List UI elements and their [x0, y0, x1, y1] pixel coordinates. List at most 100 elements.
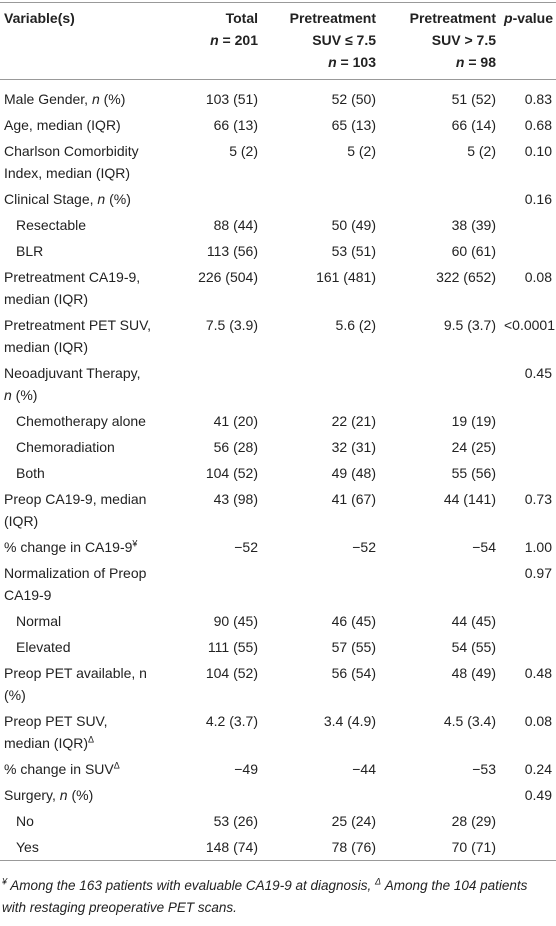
table-row: % change in SUVΔ −49 −44 −53 0.24: [0, 756, 556, 782]
header-line: n = 201: [210, 32, 258, 48]
table-cell: 113 (56): [206, 243, 258, 259]
label-line: Preop PET available, n: [4, 665, 147, 681]
row-label: Pretreatment CA19-9, median (IQR): [0, 264, 190, 312]
table-cell: [190, 782, 262, 808]
label-line: median (IQR): [4, 339, 89, 355]
table-cell: 41 (67): [331, 491, 376, 507]
table-row: Both 104 (52) 49 (48) 55 (56): [0, 460, 556, 486]
column-header: Variable(s): [0, 3, 190, 80]
label-line: Both: [16, 465, 45, 481]
label-line: (IQR): [4, 513, 39, 529]
table-cell: [380, 560, 500, 608]
row-label: % change in SUVΔ: [0, 756, 190, 782]
table-row: Preop PET available, n (%) 104 (52) 56 (54)…: [0, 660, 556, 708]
row-label: Resectable: [0, 212, 190, 238]
table-cell: 43 (98): [213, 491, 258, 507]
table-cell: 78 (76): [331, 839, 376, 855]
table-cell: 24 (25): [451, 439, 496, 455]
table-cell: [380, 360, 500, 408]
table-cell: [500, 608, 556, 634]
row-label: Age, median (IQR): [0, 112, 190, 138]
table-cell: 0.08: [524, 269, 552, 285]
table-cell: 0.73: [524, 491, 552, 507]
table-header: Variable(s) Total n = 201 Pretreatment SUV ≤…: [0, 2, 556, 80]
label-line: Neoadjuvant Therapy,: [4, 365, 141, 381]
table-cell: 0.45: [524, 365, 552, 381]
table-cell: <0.0001: [504, 317, 555, 333]
label-line: BLR: [16, 243, 44, 259]
column-header: Total n = 201: [190, 3, 262, 80]
row-label: Chemotherapy alone: [0, 408, 190, 434]
table-cell: 148 (74): [205, 839, 258, 855]
row-label: % change in CA19-9¥: [0, 534, 190, 560]
label-line: Elevated: [16, 639, 71, 655]
table-cell: [500, 634, 556, 660]
table-cell: 70 (71): [451, 839, 496, 855]
table-cell: 50 (49): [331, 217, 376, 233]
table-cell: 0.08: [524, 713, 552, 729]
table-cell: 44 (45): [451, 613, 496, 629]
table-cell: [190, 560, 262, 608]
table-cell: 5.6 (2): [335, 317, 376, 333]
row-label: Elevated: [0, 634, 190, 660]
label-line: Chemoradiation: [16, 439, 115, 455]
table-cell: [500, 834, 556, 861]
table-cell: −52: [352, 539, 376, 555]
table-cell: 0.10: [524, 143, 552, 159]
table-cell: 66 (13): [213, 117, 258, 133]
table-cell: −44: [352, 761, 376, 777]
header-line: Total: [225, 10, 258, 26]
label-line: median (IQR)Δ: [4, 734, 95, 751]
table-cell: 103 (51): [205, 91, 258, 107]
row-label: Clinical Stage, n (%): [0, 186, 190, 212]
table-cell: [500, 434, 556, 460]
row-label: Charlson Comorbidity Index, median (IQR): [0, 138, 190, 186]
table-cell: [380, 186, 500, 212]
table-row: Normalization of Preop CA19-9 0.97: [0, 560, 556, 608]
table-cell: −49: [234, 761, 258, 777]
label-line: % change in SUVΔ: [4, 760, 120, 777]
table-cell: 7.5 (3.9): [205, 317, 258, 333]
column-header: Pretreatment SUV > 7.5 n = 98: [380, 3, 500, 80]
row-label: Normal: [0, 608, 190, 634]
table-row: BLR 113 (56) 53 (51) 60 (61): [0, 238, 556, 264]
header-row: Variable(s) Total n = 201 Pretreatment SUV ≤…: [0, 2, 556, 80]
table-body: Male Gender, n (%) 103 (51) 52 (50) 51 (52)…: [0, 80, 556, 861]
label-line: CA19-9: [4, 587, 52, 603]
table-cell: 3.4 (4.9): [323, 713, 376, 729]
row-label: Preop PET SUV, median (IQR)Δ: [0, 708, 190, 756]
table-cell: 111 (55): [207, 639, 258, 655]
table-row: Age, median (IQR) 66 (13) 65 (13) 66 (14) 0.…: [0, 112, 556, 138]
table-cell: 4.2 (3.7): [205, 713, 258, 729]
table-cell: 66 (14): [451, 117, 496, 133]
row-label: Chemoradiation: [0, 434, 190, 460]
table-cell: 0.68: [524, 117, 552, 133]
table-cell: [262, 560, 380, 608]
table-cell: [190, 186, 262, 212]
table-cell: 57 (55): [331, 639, 376, 655]
table-cell: [262, 186, 380, 212]
table-cell: 38 (39): [451, 217, 496, 233]
row-label: Male Gender, n (%): [0, 80, 190, 113]
table-cell: 53 (26): [213, 813, 258, 829]
table-row: Resectable 88 (44) 50 (49) 38 (39): [0, 212, 556, 238]
table-cell: 161 (481): [316, 269, 376, 285]
table-cell: 41 (20): [213, 413, 258, 429]
table-cell: −54: [472, 539, 496, 555]
header-line: n = 98: [455, 54, 496, 70]
label-line: Preop CA19-9, median: [4, 491, 147, 507]
label-line: Normalization of Preop: [4, 565, 147, 581]
row-label: Pretreatment PET SUV, median (IQR): [0, 312, 190, 360]
table-cell: 0.83: [524, 91, 552, 107]
table-row: Neoadjuvant Therapy, n (%) 0.45: [0, 360, 556, 408]
row-label: No: [0, 808, 190, 834]
label-line: Index, median (IQR): [4, 165, 131, 181]
table-cell: [380, 782, 500, 808]
label-line: median (IQR): [4, 291, 89, 307]
footnote: ¥ Among the 163 patients with evaluable …: [2, 876, 528, 915]
table-cell: 104 (52): [205, 465, 258, 481]
label-line: Resectable: [16, 217, 87, 233]
table-row: Chemoradiation 56 (28) 32 (31) 24 (25): [0, 434, 556, 460]
label-line: No: [16, 813, 34, 829]
